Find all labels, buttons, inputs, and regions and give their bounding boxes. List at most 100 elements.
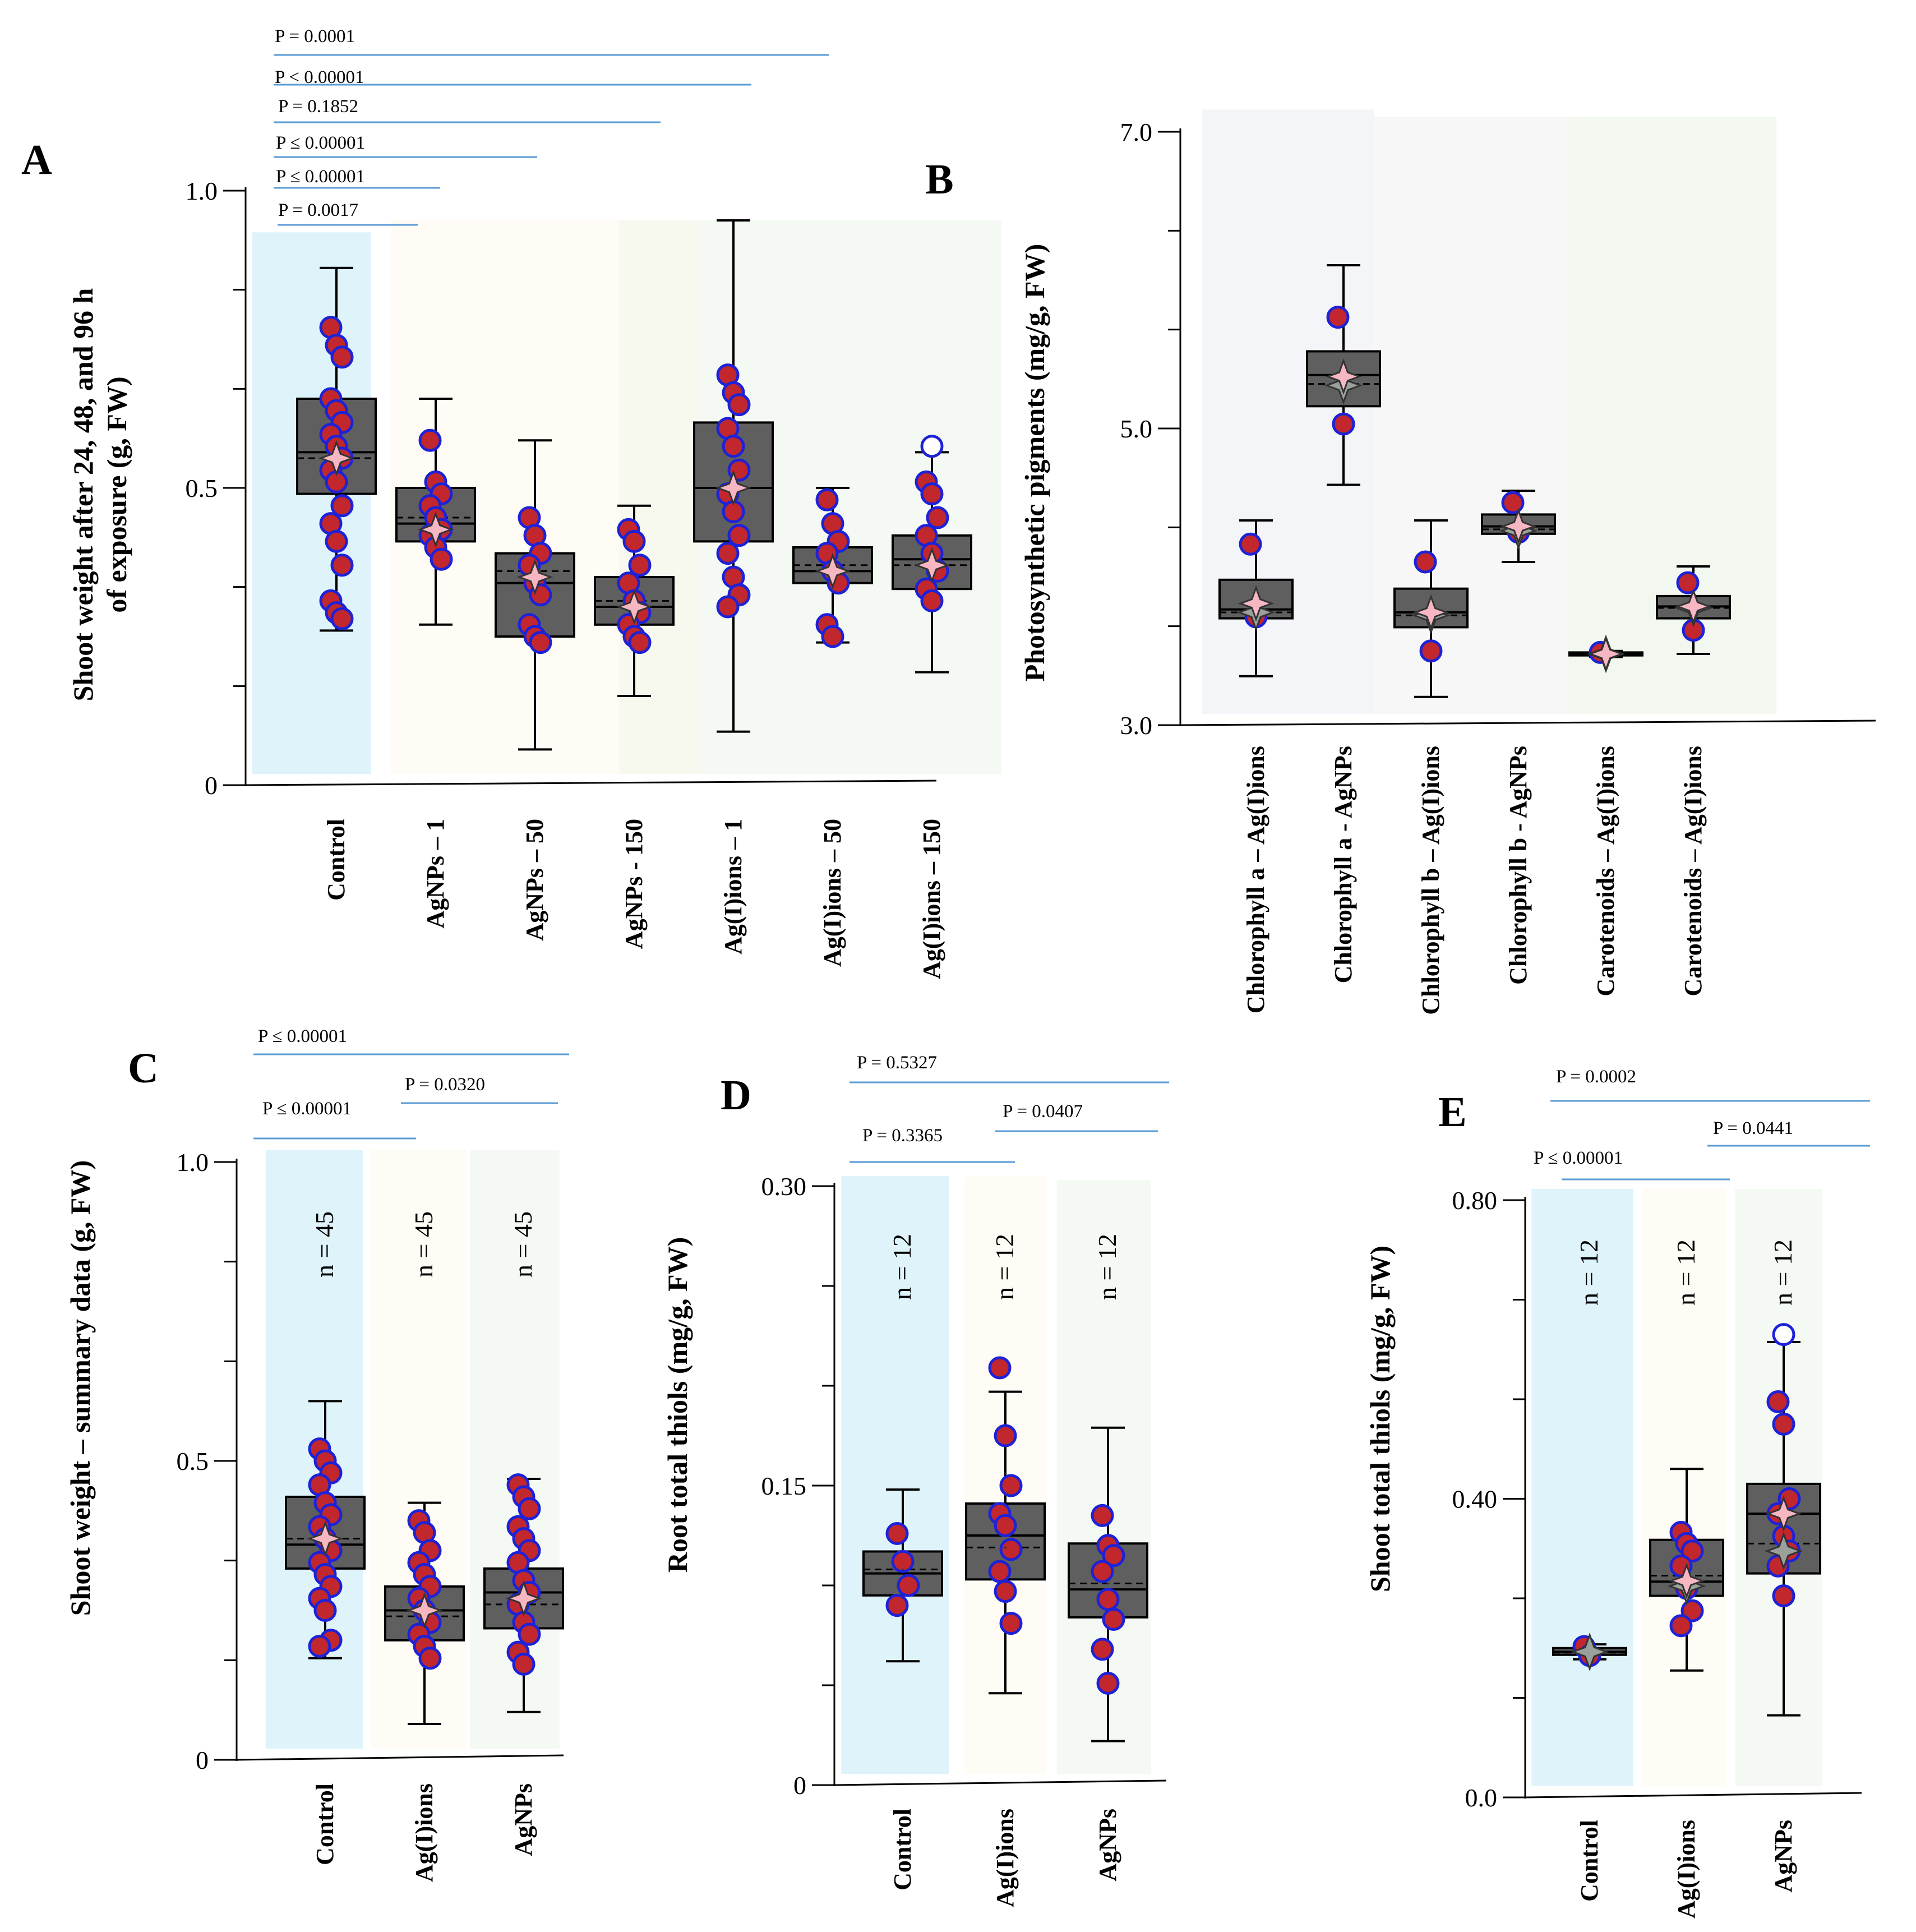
panel-a-box-1-mean-marker [318,440,355,477]
panel-d-y-tick-label-3: 0.30 [761,1172,807,1201]
panel-b-box-5-mean-marker [1587,635,1624,672]
panel-c-n-label-1: n = 45 [310,1211,339,1278]
panel-b-box-2-point-2 [1332,412,1355,436]
panel-e-band-2 [1643,1189,1726,1786]
panel-c-box-3 [483,1473,564,1713]
panel-b-y-tick-label-1: 3.0 [1120,711,1153,740]
panel-d-y-title: Root total thiols (mg/g, FW) [662,1237,693,1573]
panel-e-pvalue-1: P = 0.0002 [1556,1067,1636,1087]
panel-e-box-1 [1552,1633,1627,1671]
panel-e-bands [1531,1189,1823,1786]
panel-c-category-2: Ag(I)ions [410,1783,438,1882]
panel-b-box-4 [1481,490,1556,564]
panel-e-n-label-1: n = 12 [1575,1239,1603,1306]
panel-c-y-axis: 0 0.5 1.0 [177,1148,564,1774]
panel-d-box-2 [965,1356,1046,1695]
panel-b-category-5: Carotenoids – Ag(I)ions [1592,746,1619,997]
panel-d-box-1-point-2 [891,1550,915,1573]
panel-b-box-1-mean-marker [1238,585,1275,622]
panel-a-y-title-line1: Shoot weight after 24, 48, and 96 h [67,288,99,701]
panel-e-box-3-point-8 [1772,1584,1795,1608]
panel-b-category-4: Chlorophyll b - AgNPs [1504,746,1532,985]
panel-a-box-5-point-10 [716,542,740,565]
panel-a-box-4-point-3 [628,554,652,577]
panel-b-box-1-point-1 [1239,532,1262,556]
panel-d-box-2-point-1 [988,1356,1012,1380]
panel-b-box-3 [1393,519,1469,698]
panel-a-category-5: Ag(I)ions – 1 [719,819,747,955]
panel-a-band-3 [619,220,699,774]
panel-d-box-3-point-4 [1091,1560,1114,1583]
panel-b-y-title: Photosynthetic pigments (mg/g, FW) [1019,244,1050,682]
panel-b-category-3: Chlorophyll b – Ag(I)ions [1417,746,1444,1015]
panel-b-band-1 [1202,109,1374,714]
panel-d-boxes: n = 12 n = 12 n = 12 [862,1234,1148,1742]
panel-e-n-label-2: n = 12 [1672,1239,1700,1306]
panel-a-pvalue-2: P < 0.00001 [275,67,364,87]
panel-a-box-4-mean-marker [616,588,653,625]
panel-a-box-5-point-5 [722,435,745,458]
panel-c-pvalue-1: P ≤ 0.00001 [258,1026,347,1046]
panel-d-box-2-point-6 [999,1538,1023,1561]
panel-a-box-7-point-3 [926,506,949,529]
panel-c-box-3-point-3 [518,1497,541,1520]
panel-b-category-6: Carotenoids – Ag(I)ions [1679,746,1707,997]
panel-a: A P = 0.0001 P < 0.00001 P = 0.1852 P ≤ … [21,26,1001,979]
panel-a-x-axis-line [245,780,937,786]
panel-e-x-axis-line [1525,1792,1862,1799]
panel-a-category-6: Ag(I)ions – 50 [819,819,846,967]
panel-c-x-axis-line [236,1754,564,1761]
panel-e-box-3-point-1 [1766,1390,1790,1413]
panel-a-pvalue-1: P = 0.0001 [275,26,355,47]
panel-d-box-3-point-1 [1091,1504,1114,1527]
panel-d-box-1-point-3 [897,1574,920,1597]
panel-d-box-3-point-8 [1096,1671,1120,1695]
panel-e-y-tick-label-2: 0.40 [1452,1485,1498,1514]
panel-a-box-7-point-8 [920,589,944,612]
panel-c-pvalue-2: P = 0.0320 [405,1075,485,1095]
panel-d-box-3 [1068,1426,1148,1742]
panel-d-box-3-point-5 [1096,1588,1120,1611]
panel-e-y-tick-label-3: 0.80 [1452,1186,1498,1215]
panel-b: B 3.0 5.0 7.0 Photosynthetic pigments (mg/… [925,109,1876,1015]
panel-d-box-3-point-3 [1102,1544,1125,1567]
panel-a-box-3-mean-marker [516,559,553,596]
panel-a-pvalue-lines [274,54,829,226]
panel-c-pvalue-3: P ≤ 0.00001 [262,1099,352,1119]
panel-e-box-3-point-2 [1772,1412,1795,1436]
panel-c-letter: C [128,1045,159,1092]
panel-c-box-1-mean-marker [307,1520,344,1557]
panel-b-letter: B [925,156,954,203]
panel-a-box-2-point-9 [430,547,453,571]
panel-c-box-2-point-12 [418,1647,442,1670]
panel-a-box-1-point-18 [330,607,354,630]
panel-b-categories: Chlorophyll a – Ag(I)ions Chlorophyll a -… [1242,746,1707,1015]
panel-e-y-tick-label-1: 0.0 [1465,1783,1498,1812]
panel-e-categories: Control Ag(I)ions AgNPs [1576,1820,1797,1919]
panel-a-box-2-mean-marker [417,511,454,548]
panel-a-y-title-line2: of exposure (g, FW) [101,376,132,612]
panel-a-box-7-outlier-1 [920,435,944,458]
panel-e-y-axis: 0.0 0.40 0.80 [1452,1186,1862,1812]
panel-d-n-label-2: n = 12 [990,1234,1019,1300]
panel-d-box-3-point-6 [1102,1608,1125,1631]
panel-b-box-4-point-1 [1501,491,1525,514]
panel-a-box-1-point-3 [330,345,354,369]
panel-a-box-3 [495,439,575,751]
panel-e-box-1-mean-marker-grey [1570,1633,1609,1671]
panel-a-category-3: AgNPs – 50 [521,819,548,941]
panel-d-category-1: Control [889,1809,916,1890]
panel-c-y-tick-label-3: 1.0 [177,1148,209,1177]
panel-a-bands [252,220,1001,774]
panel-b-box-6-mean-marker [1675,588,1712,625]
panel-a-category-1: Control [322,819,350,901]
panel-a-box-7-point-2 [920,482,944,506]
panel-a-box-1-point-12 [330,494,354,518]
panel-c-categories: Control Ag(I)ions AgNPs [311,1783,537,1882]
panel-e-category-1: Control [1576,1820,1603,1902]
panel-d-box-1-point-1 [885,1521,909,1545]
panel-a-y-tick-label-3: 1.0 [186,177,218,205]
panel-b-x-axis-line [1180,720,1876,726]
panel-b-y-axis: 3.0 5.0 7.0 [1120,118,1876,740]
